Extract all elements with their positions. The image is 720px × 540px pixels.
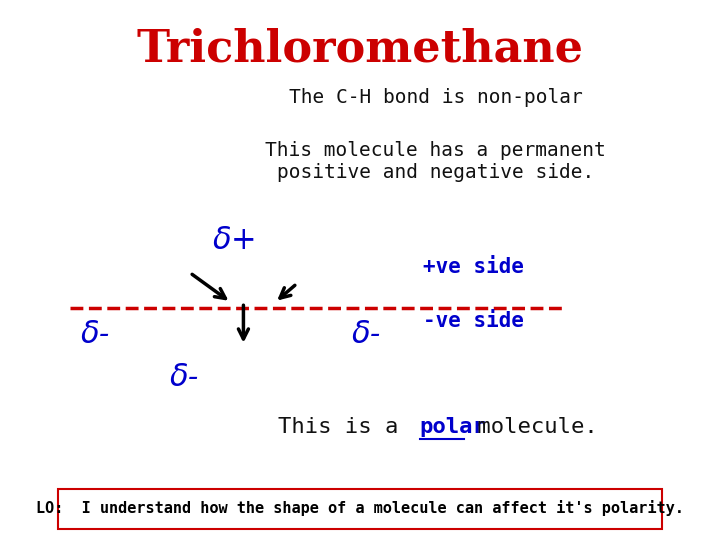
Text: $\delta$-: $\delta$- — [81, 319, 110, 350]
Text: The C-H bond is non-polar: The C-H bond is non-polar — [289, 87, 582, 107]
Text: Trichloromethane: Trichloromethane — [137, 27, 583, 70]
Text: -ve side: -ve side — [423, 311, 524, 332]
Text: LO:  I understand how the shape of a molecule can affect it's polarity.: LO: I understand how the shape of a mole… — [36, 500, 684, 516]
Text: $\delta$+: $\delta$+ — [212, 225, 256, 256]
Text: polar: polar — [420, 416, 487, 437]
FancyBboxPatch shape — [58, 489, 662, 529]
Text: This is a: This is a — [278, 416, 412, 437]
Text: molecule.: molecule. — [464, 416, 598, 437]
Text: $\delta$-: $\delta$- — [168, 362, 199, 394]
Text: $\delta$-: $\delta$- — [351, 319, 381, 350]
Text: This molecule has a permanent
positive and negative side.: This molecule has a permanent positive a… — [265, 141, 606, 183]
Text: +ve side: +ve side — [423, 257, 524, 278]
